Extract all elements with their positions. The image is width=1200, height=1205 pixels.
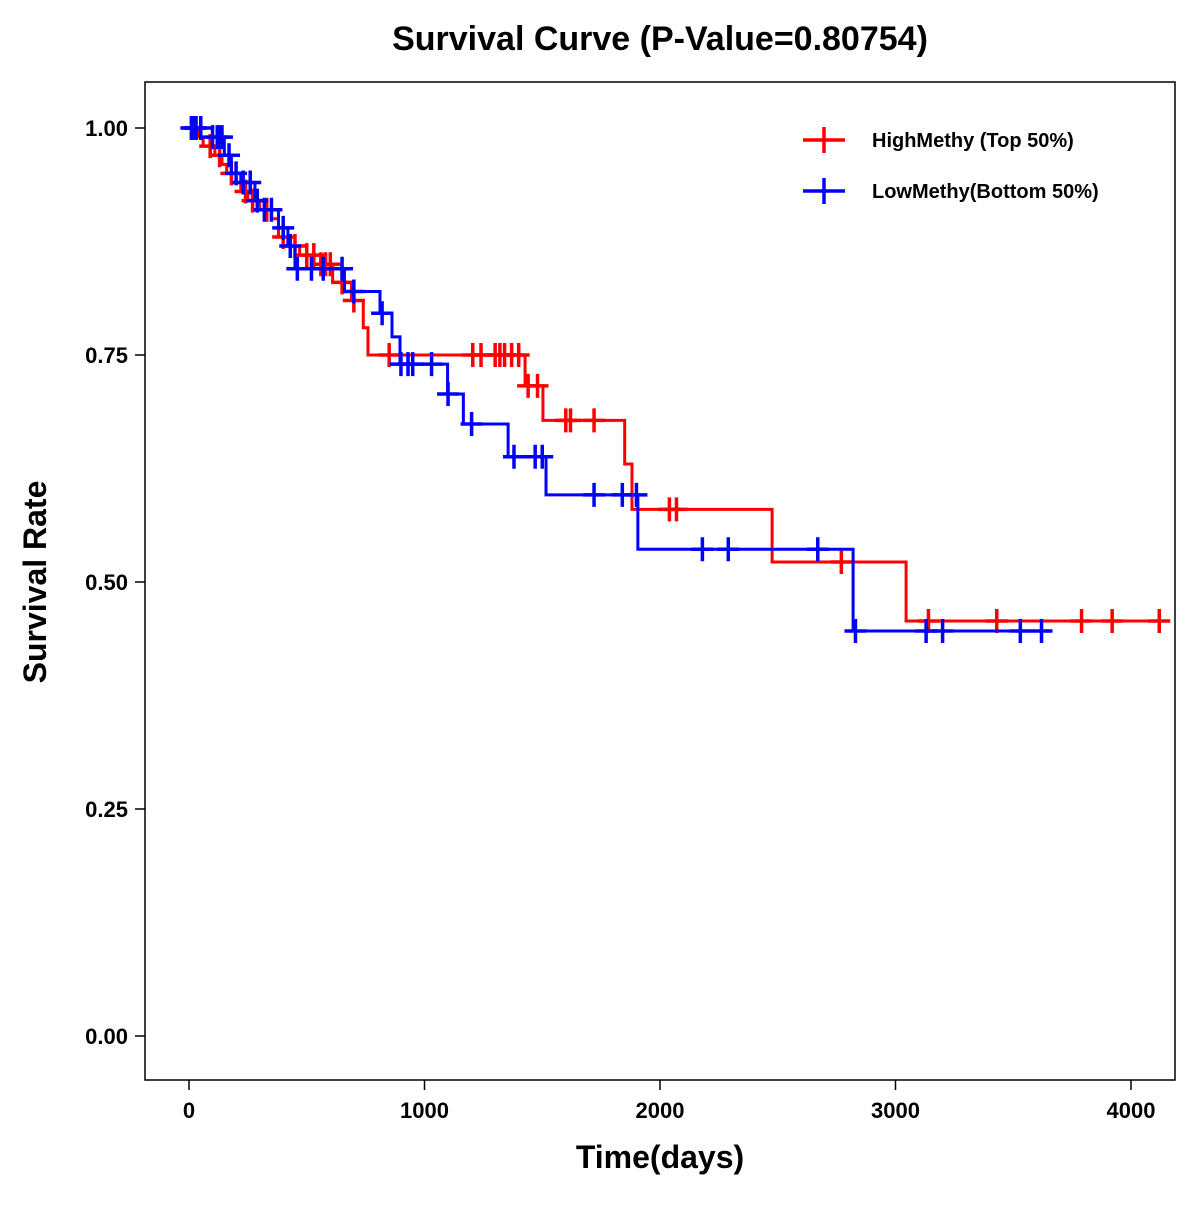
censor-mark [1030, 619, 1053, 644]
censor-mark [717, 537, 740, 562]
censor-mark [239, 170, 262, 195]
censor-mark [559, 408, 582, 433]
censor-mark [378, 343, 401, 367]
survival-curve-line [189, 126, 1051, 633]
censor-mark [830, 550, 853, 575]
x-tick-label: 0 [183, 1098, 195, 1123]
censor-mark [691, 537, 714, 562]
censor-mark [844, 619, 867, 644]
censor-mark [531, 444, 554, 469]
y-tick-label: 1.00 [85, 116, 128, 141]
censor-mark [625, 482, 648, 507]
series-1 [180, 116, 1053, 644]
x-tick-label: 4000 [1107, 1098, 1156, 1123]
censor-mark [1148, 609, 1171, 634]
censor-mark [502, 444, 525, 469]
chart-title: Survival Curve (P-Value=0.80754) [392, 20, 928, 58]
legend-label: LowMethy(Bottom 50%) [872, 181, 1099, 203]
y-axis-label: Survival Rate [17, 481, 53, 684]
x-tick-label: 2000 [636, 1098, 685, 1123]
censor-mark [260, 197, 283, 222]
censor-mark [583, 482, 606, 507]
censor-mark [1009, 619, 1032, 644]
censor-mark [331, 256, 354, 281]
censor-mark [1070, 609, 1093, 634]
x-tick-label: 1000 [400, 1098, 449, 1123]
censor-mark [917, 609, 940, 634]
y-tick-label: 0.75 [85, 343, 128, 368]
censor-mark [665, 497, 688, 522]
censor-mark [460, 412, 483, 437]
censor-mark [806, 537, 829, 562]
censor-mark [931, 619, 954, 644]
censor-mark [272, 215, 295, 240]
censor-mark [507, 343, 530, 367]
y-tick-label: 0.00 [85, 1024, 128, 1049]
x-axis-label: Time(days) [576, 1139, 744, 1175]
x-tick-label: 3000 [871, 1098, 920, 1123]
censor-mark [189, 116, 212, 140]
legend-label: HighMethy (Top 50%) [872, 130, 1074, 152]
censor-mark [437, 382, 460, 407]
censor-mark [210, 125, 233, 150]
censor-mark [218, 143, 241, 168]
censor-mark [279, 234, 302, 259]
legend-marker [803, 178, 845, 204]
censor-mark [371, 301, 394, 326]
censor-mark [401, 352, 424, 377]
legend-marker [803, 127, 845, 153]
censor-mark [1101, 609, 1124, 634]
censor-mark [985, 609, 1008, 634]
plot-frame [144, 81, 1176, 1081]
censor-mark [526, 373, 549, 398]
y-tick-label: 0.25 [85, 797, 128, 822]
censor-mark [312, 256, 335, 281]
censor-mark [342, 279, 365, 304]
censor-mark [583, 408, 606, 433]
y-tick-label: 0.50 [85, 570, 128, 595]
censor-mark [420, 352, 443, 377]
